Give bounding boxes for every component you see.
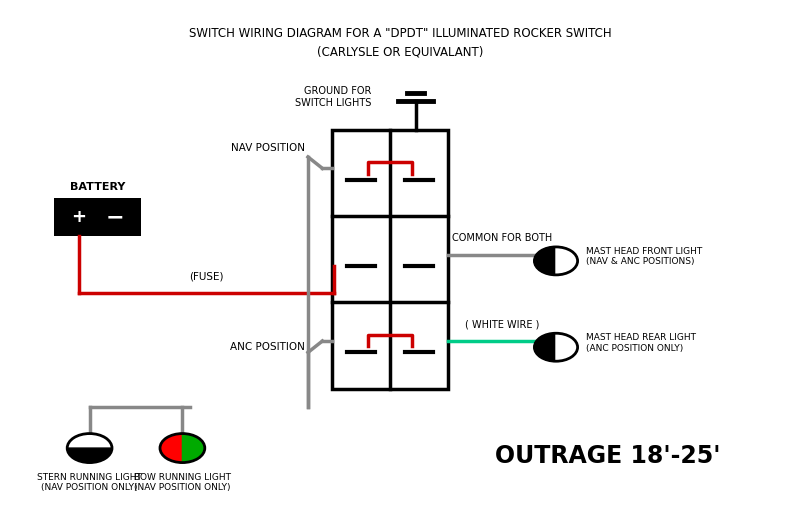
Text: SWITCH WIRING DIAGRAM FOR A "DPDT" ILLUMINATED ROCKER SWITCH: SWITCH WIRING DIAGRAM FOR A "DPDT" ILLUM…: [189, 27, 611, 40]
Text: ( WHITE WIRE ): ( WHITE WIRE ): [466, 320, 539, 329]
Wedge shape: [556, 333, 578, 361]
Wedge shape: [556, 247, 578, 275]
Bar: [54, 198, 141, 236]
Wedge shape: [67, 448, 112, 463]
Text: ANC POSITION: ANC POSITION: [230, 342, 305, 352]
Wedge shape: [160, 434, 182, 463]
Wedge shape: [534, 333, 556, 361]
Wedge shape: [182, 434, 205, 463]
Text: MAST HEAD REAR LIGHT
(ANC POSITION ONLY): MAST HEAD REAR LIGHT (ANC POSITION ONLY): [586, 334, 696, 353]
Wedge shape: [534, 247, 556, 275]
Text: MAST HEAD FRONT LIGHT
(NAV & ANC POSITIONS): MAST HEAD FRONT LIGHT (NAV & ANC POSITIO…: [586, 247, 702, 266]
Text: COMMON FOR BOTH: COMMON FOR BOTH: [452, 233, 552, 243]
Text: BATTERY: BATTERY: [70, 182, 126, 192]
Text: OUTRAGE 18'-25': OUTRAGE 18'-25': [495, 444, 721, 468]
Text: (CARLYSLE OR EQUIVALANT): (CARLYSLE OR EQUIVALANT): [317, 45, 483, 59]
Bar: [332, 130, 448, 388]
Text: (FUSE): (FUSE): [190, 271, 224, 281]
Text: STERN RUNNING LIGHT
(NAV POSITION ONLY): STERN RUNNING LIGHT (NAV POSITION ONLY): [37, 473, 142, 492]
Text: BOW RUNNING LIGHT
(NAV POSITION ONLY): BOW RUNNING LIGHT (NAV POSITION ONLY): [134, 473, 231, 492]
Text: −: −: [106, 207, 124, 227]
Wedge shape: [67, 434, 112, 448]
Text: NAV POSITION: NAV POSITION: [230, 142, 305, 153]
Text: +: +: [71, 208, 86, 226]
Text: GROUND FOR
SWITCH LIGHTS: GROUND FOR SWITCH LIGHTS: [295, 86, 371, 108]
